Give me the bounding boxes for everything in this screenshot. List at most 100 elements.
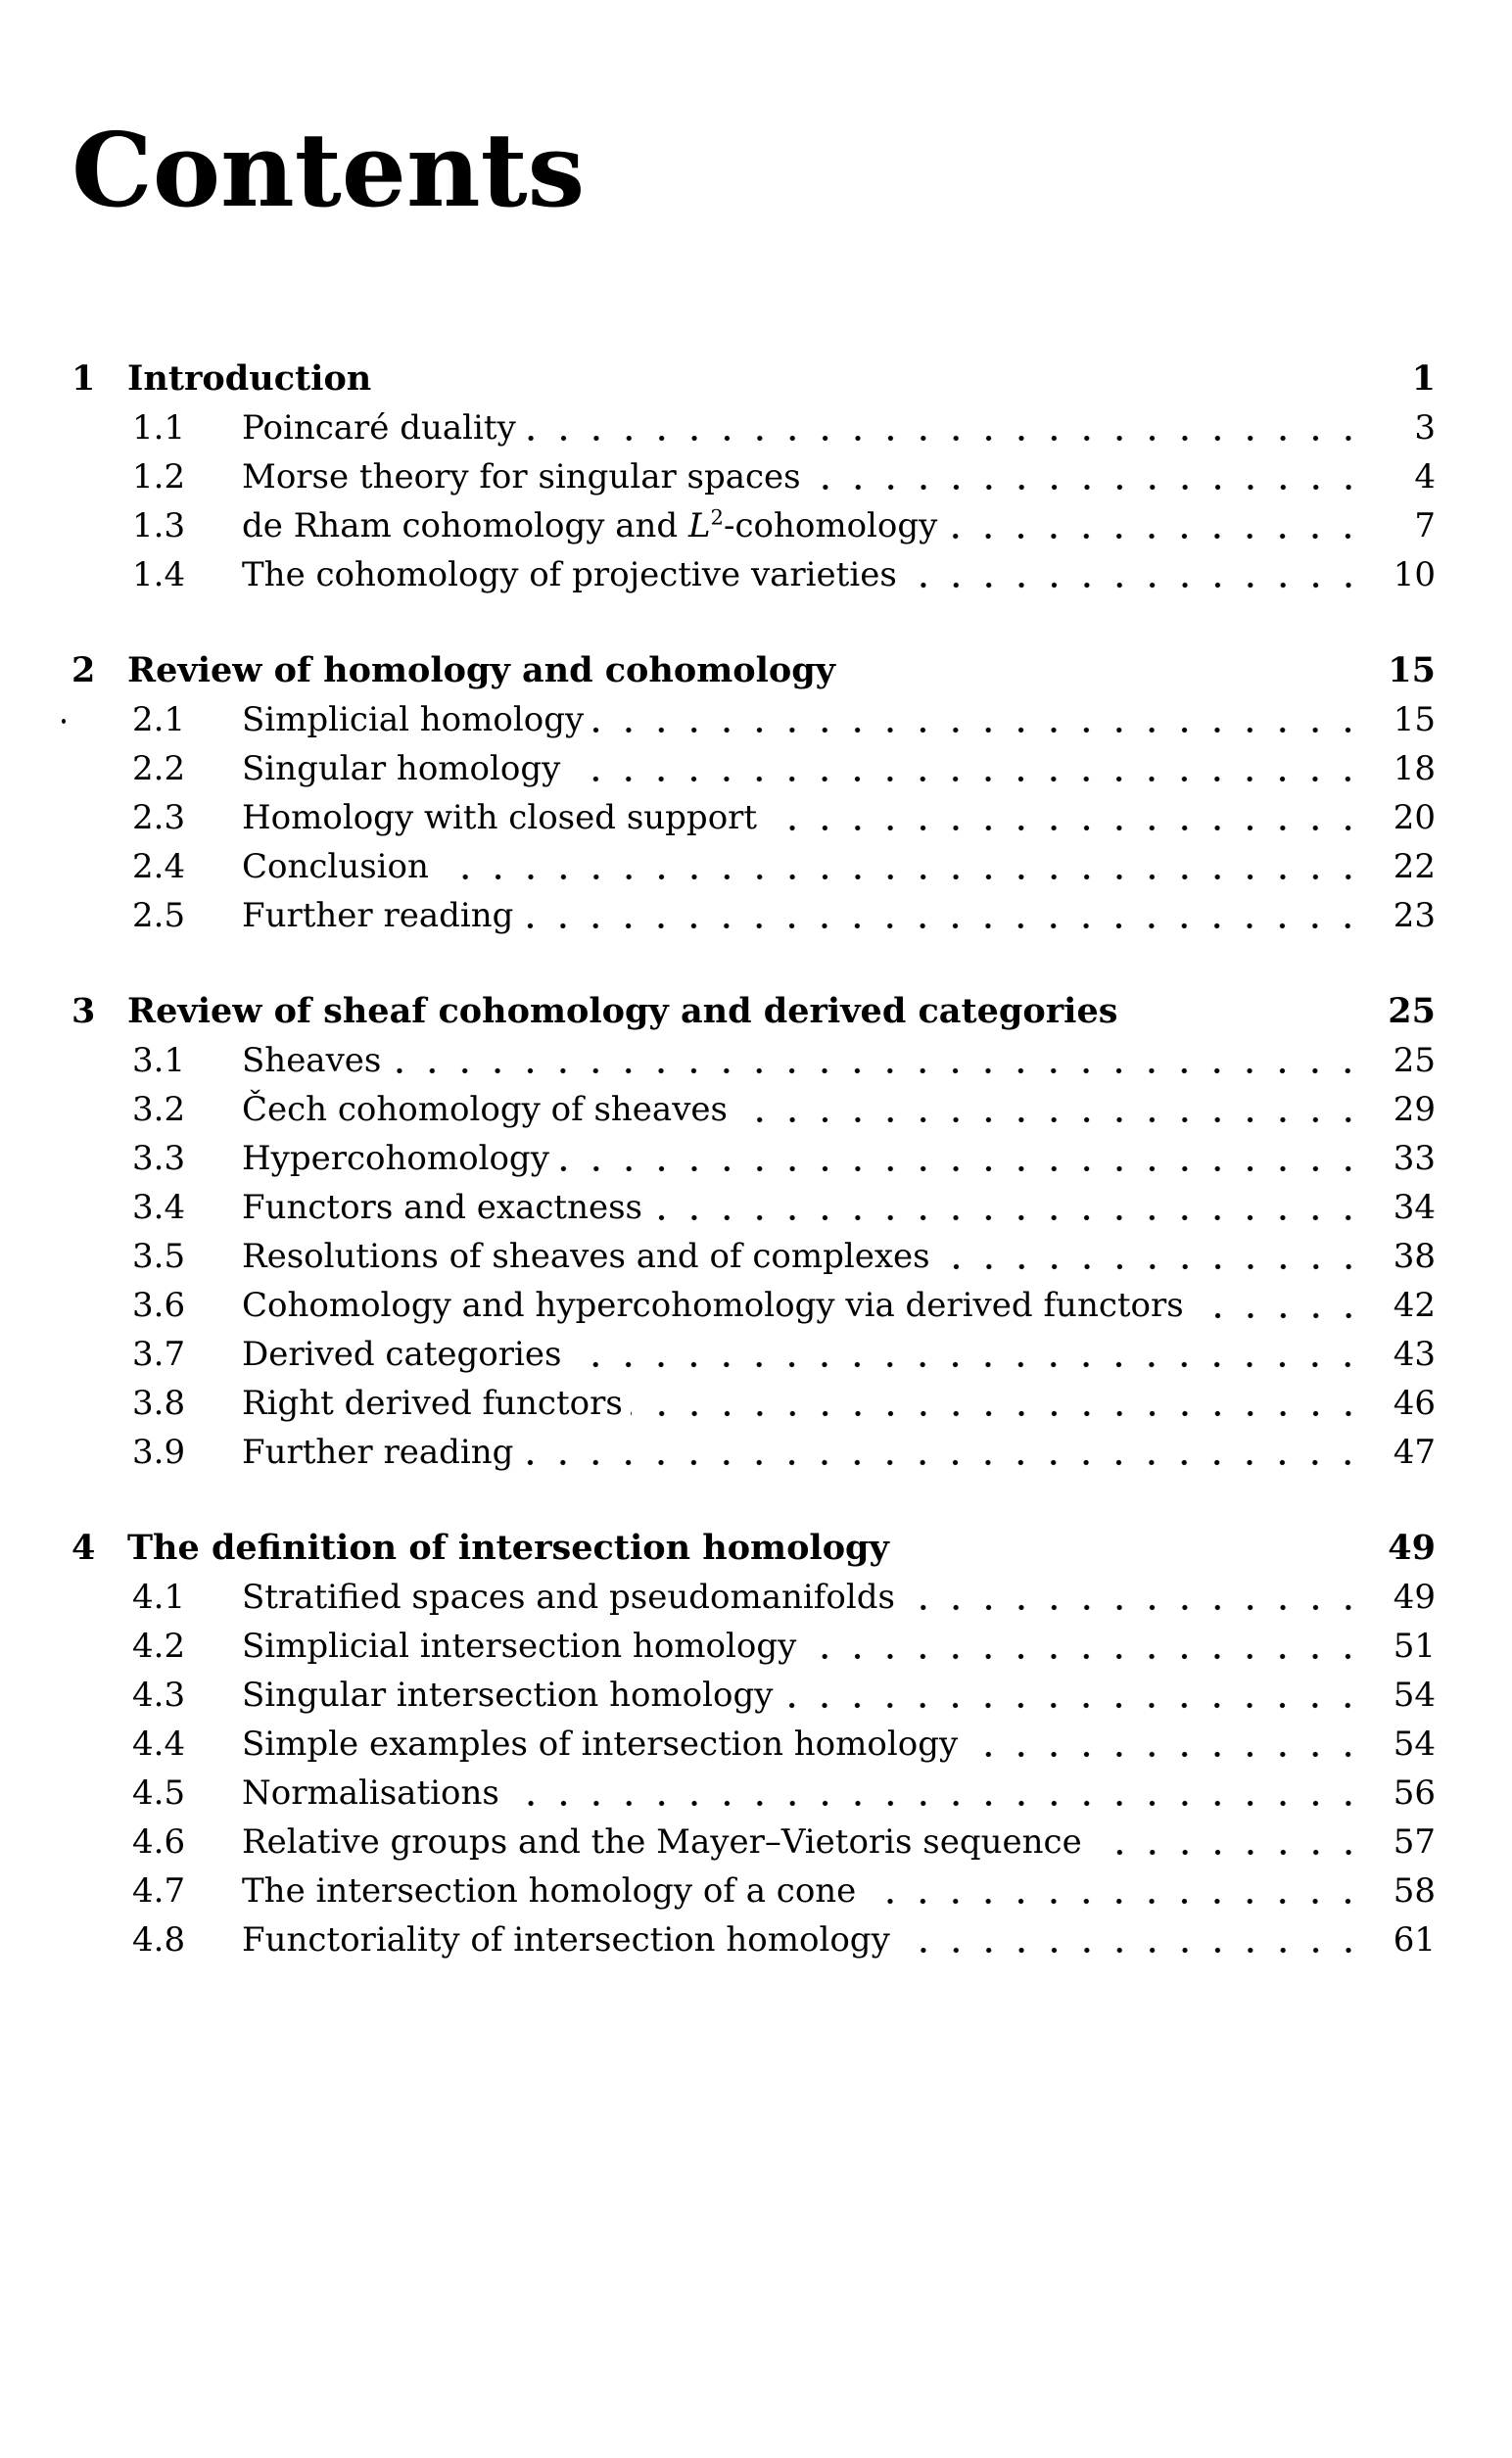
toc-entry-row: 4.4 Simple examples of intersection homo… (71, 1720, 1436, 1769)
section-page-number: 3 (1353, 403, 1436, 452)
section-page-number: 43 (1353, 1330, 1436, 1379)
chapter-row: 1 Introduction 1 (71, 355, 1436, 403)
dot-leader (506, 1800, 1353, 1807)
toc-entry-row: 3.8 Right derived functors 46 (71, 1379, 1436, 1428)
toc-entry-row: 3.2 Čech cohomology of sheaves 29 (71, 1085, 1436, 1134)
toc-entry-row: 3.7 Derived categories 43 (71, 1330, 1436, 1379)
chapter-page-number: 1 (1353, 355, 1436, 403)
toc-entry-row: 2.4 Conclusion 22 (71, 842, 1436, 891)
toc-entry-row: 4.8 Functoriality of intersection homolo… (71, 1915, 1436, 1964)
section-number: 3.5 (132, 1237, 186, 1276)
section-title: Singular homology (242, 749, 561, 788)
dot-leader (808, 484, 1353, 491)
section-number: 3.2 (132, 1090, 186, 1129)
section-number: 4.7 (132, 1871, 186, 1911)
section-number: 3.3 (132, 1139, 186, 1178)
section-page-number: 33 (1353, 1134, 1436, 1183)
chapter-number: 2 (71, 650, 96, 690)
dot-leader (556, 1165, 1353, 1172)
toc-entry-row: 3.5 Resolutions of sheaves and of comple… (71, 1232, 1436, 1281)
toc-entry-row: 3.1 Sheaves 25 (71, 1036, 1436, 1085)
section-page-number: 18 (1353, 744, 1436, 793)
section-number: 1.2 (132, 457, 186, 496)
dot-leader (521, 922, 1353, 929)
chapter-title: The definition of intersection homology (127, 1528, 889, 1568)
toc-entry-row: 3.9 Further reading 47 (71, 1428, 1436, 1477)
section-title: Sheaves (242, 1041, 382, 1080)
section-title: Cohomology and hypercohomology via deriv… (242, 1286, 1184, 1325)
dot-leader (568, 776, 1353, 782)
section-title: Functors and exactness (242, 1188, 642, 1227)
dot-leader (1191, 1312, 1353, 1319)
toc-entry-row: 4.2 Simplicial intersection homology 51 (71, 1622, 1436, 1671)
section-page-number: 54 (1353, 1720, 1436, 1769)
section-title: Further reading (242, 1433, 514, 1472)
section-title: Singular intersection homology (242, 1676, 774, 1715)
section-page-number: 25 (1353, 1036, 1436, 1085)
section-page-number: 22 (1353, 842, 1436, 891)
dot-leader (765, 825, 1353, 831)
toc-entry-row: 4.3 Singular intersection homology 54 (71, 1671, 1436, 1720)
section-number: 4.2 (132, 1627, 186, 1666)
section-number: 3.4 (132, 1188, 186, 1227)
toc-entry-row: 2.3 Homology with closed support 20 (71, 793, 1436, 842)
chapter-page-number: 15 (1353, 646, 1436, 695)
dot-leader (389, 1067, 1353, 1074)
section-title: Simplicial intersection homology (242, 1627, 797, 1666)
section-number: 3.7 (132, 1335, 186, 1374)
chapter-number: 4 (71, 1528, 96, 1568)
section-number: 4.4 (132, 1725, 186, 1764)
toc-entry-row: 1.2 Morse theory for singular spaces 4 (71, 452, 1436, 501)
dot-leader (436, 874, 1353, 880)
chapter-page-number: 25 (1353, 987, 1436, 1036)
section-title: Further reading (242, 896, 514, 935)
section-page-number: 58 (1353, 1867, 1436, 1915)
section-page-number: 20 (1353, 793, 1436, 842)
section-title: Stratified spaces and pseudomanifolds (242, 1578, 895, 1617)
chapter-number: 3 (71, 991, 96, 1031)
section-number: 2.2 (132, 749, 186, 788)
section-number: 2.5 (132, 896, 186, 935)
spacer (889, 1524, 1353, 1573)
chapter-block: 3 Review of sheaf cohomology and derived… (71, 987, 1436, 1477)
dot-leader (591, 727, 1353, 733)
section-page-number: 7 (1353, 501, 1436, 550)
toc-entry-row: 4.5 Normalisations 56 (71, 1769, 1436, 1818)
chapter-block: 2 Review of homology and cohomology 15 2… (71, 646, 1436, 940)
toc-entry-row: 4.1 Stratified spaces and pseudomanifold… (71, 1573, 1436, 1622)
dot-leader (523, 435, 1353, 442)
dot-leader (904, 582, 1353, 589)
toc-entry-row: 1.3 de Rham cohomology and L2-cohomology… (71, 501, 1436, 550)
section-page-number: 29 (1353, 1085, 1436, 1134)
section-page-number: 56 (1353, 1769, 1436, 1818)
section-number: 2.1 (132, 700, 186, 739)
section-number: 1.1 (132, 408, 186, 448)
section-number: 3.9 (132, 1433, 186, 1472)
toc-entry-row: 1.1 Poincaré duality 3 (71, 403, 1436, 452)
ink-speck (62, 719, 66, 724)
toc-entry-row: 2.2 Singular homology 18 (71, 744, 1436, 793)
section-title: Resolutions of sheaves and of complexes (242, 1237, 930, 1276)
section-title: Hypercohomology (242, 1139, 549, 1178)
section-number: 4.8 (132, 1920, 186, 1960)
section-number: 2.3 (132, 798, 186, 837)
toc-entry-row: 1.4 The cohomology of projective varieti… (71, 550, 1436, 599)
spacer (1117, 987, 1353, 1036)
chapter-title: Review of sheaf cohomology and derived c… (127, 991, 1118, 1031)
section-page-number: 61 (1353, 1915, 1436, 1964)
dot-leader (650, 1214, 1353, 1221)
section-title: Simple examples of intersection homology (242, 1725, 959, 1764)
toc-entry-row: 3.3 Hypercohomology 33 (71, 1134, 1436, 1183)
dot-leader (569, 1361, 1353, 1368)
section-page-number: 57 (1353, 1818, 1436, 1867)
section-title: de Rham cohomology and L2-cohomology (242, 504, 938, 545)
section-title: The intersection homology of a cone (242, 1871, 857, 1911)
section-page-number: 46 (1353, 1379, 1436, 1428)
section-page-number: 49 (1353, 1573, 1436, 1622)
dot-leader (966, 1751, 1353, 1758)
dot-leader (902, 1604, 1353, 1611)
chapter-row: 3 Review of sheaf cohomology and derived… (71, 987, 1436, 1036)
toc-entry-row: 2.1 Simplicial homology 15 (71, 695, 1436, 744)
toc-entry-row: 4.7 The intersection homology of a cone … (71, 1867, 1436, 1915)
section-page-number: 34 (1353, 1183, 1436, 1232)
